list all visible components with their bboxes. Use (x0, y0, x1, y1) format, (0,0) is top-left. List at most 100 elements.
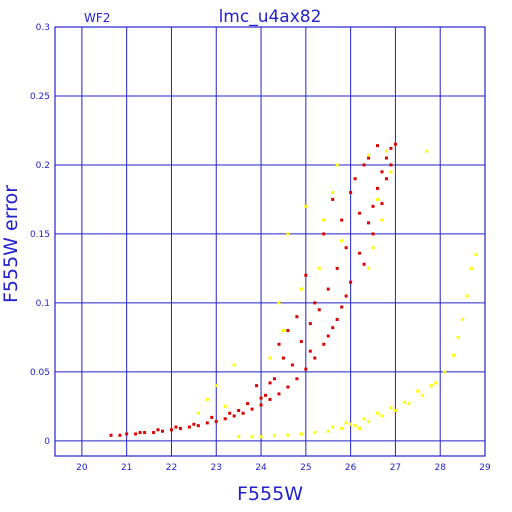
data-point-series-2 (250, 435, 254, 439)
data-point-series-2 (367, 153, 371, 157)
data-point-series-2 (286, 232, 290, 236)
data-point-series-2 (420, 393, 424, 397)
data-point-series-2 (465, 294, 469, 298)
data-point-series-2 (353, 424, 357, 428)
data-point-series-1 (384, 156, 388, 160)
data-point-series-1 (344, 294, 348, 298)
data-point-series-1 (367, 156, 371, 160)
data-point-series-2 (344, 421, 348, 425)
data-point-series-1 (237, 408, 241, 412)
data-point-series-1 (187, 425, 191, 429)
data-point-series-2 (277, 301, 281, 305)
data-point-series-1 (152, 431, 156, 435)
data-point-series-1 (393, 142, 397, 146)
data-point-series-2 (474, 253, 478, 257)
data-point-series-1 (264, 393, 268, 397)
data-point-series-2 (425, 149, 429, 153)
data-point-series-1 (362, 163, 366, 167)
x-tick-label: 23 (211, 463, 222, 473)
data-point-series-1 (138, 431, 142, 435)
data-point-series-1 (384, 177, 388, 181)
data-point-series-2 (259, 435, 263, 439)
y-tick-label: 0.1 (36, 299, 50, 309)
data-point-series-1 (196, 424, 200, 428)
data-point-series-2 (272, 433, 276, 437)
data-point-series-2 (237, 435, 241, 439)
data-point-series-2 (461, 317, 465, 321)
data-point-series-1 (295, 315, 299, 319)
data-point-series-1 (371, 204, 375, 208)
data-point-series-1 (268, 397, 272, 401)
data-point-series-1 (304, 367, 308, 371)
data-point-series-1 (331, 197, 335, 201)
y-tick-label: 0.15 (30, 230, 50, 240)
x-tick-label: 29 (479, 463, 491, 473)
data-point-series-1 (232, 414, 236, 418)
data-point-series-1 (304, 273, 308, 277)
data-point-series-1 (228, 411, 232, 415)
data-point-series-2 (232, 363, 236, 367)
data-point-series-2 (340, 426, 344, 430)
data-point-series-2 (317, 266, 321, 270)
data-point-series-2 (223, 404, 227, 408)
data-point-series-1 (308, 349, 312, 353)
data-point-series-1 (295, 377, 299, 381)
data-point-series-1 (367, 221, 371, 225)
data-point-series-2 (407, 402, 411, 406)
data-point-series-1 (349, 191, 353, 195)
data-point-series-2 (380, 414, 384, 418)
data-point-series-2 (299, 287, 303, 291)
data-point-series-1 (344, 246, 348, 250)
y-tick-label: 0.3 (36, 23, 50, 33)
data-point-series-2 (429, 384, 433, 388)
y-tick-label: 0.05 (30, 368, 50, 378)
data-point-series-1 (353, 177, 357, 181)
data-point-series-1 (169, 428, 173, 432)
data-point-series-1 (241, 411, 245, 415)
data-point-series-2 (313, 431, 317, 435)
data-point-series-2 (268, 356, 272, 360)
data-point-series-1 (214, 420, 218, 424)
data-points (109, 142, 478, 439)
x-tick-label: 28 (434, 463, 446, 473)
data-point-series-2 (380, 218, 384, 222)
data-point-series-1 (134, 432, 138, 436)
data-point-series-1 (340, 218, 344, 222)
chip-label: WF2 (84, 11, 110, 25)
data-point-series-2 (281, 328, 285, 332)
data-point-series-1 (331, 326, 335, 330)
data-point-series-2 (376, 411, 379, 415)
data-point-series-1 (340, 305, 344, 309)
y-tick-label: 0.25 (30, 92, 50, 102)
data-point-series-1 (259, 403, 263, 407)
data-point-series-2 (367, 420, 371, 424)
data-point-series-2 (214, 384, 218, 388)
data-point-series-2 (340, 239, 344, 243)
data-point-series-1 (246, 402, 250, 406)
data-point-series-2 (389, 406, 393, 410)
x-tick-label: 21 (121, 463, 132, 473)
data-point-series-2 (331, 191, 335, 195)
data-point-series-1 (389, 146, 393, 150)
data-point-series-1 (210, 415, 214, 419)
data-point-series-2 (362, 417, 366, 421)
data-point-series-2 (205, 397, 209, 401)
y-tick-label: 0.2 (36, 161, 50, 171)
data-point-series-1 (326, 334, 330, 338)
x-tick-label: 25 (300, 463, 311, 473)
data-point-series-1 (313, 356, 317, 360)
data-point-series-2 (331, 425, 335, 429)
data-point-series-2 (393, 408, 397, 412)
data-point-series-2 (322, 218, 326, 222)
x-tick-label: 26 (345, 463, 357, 473)
x-tick-label: 22 (166, 463, 177, 473)
data-point-series-2 (326, 429, 330, 433)
data-point-series-1 (174, 425, 178, 429)
data-point-series-2 (299, 432, 303, 436)
data-point-series-1 (358, 211, 362, 215)
data-point-series-1 (268, 381, 272, 385)
data-point-series-1 (380, 170, 384, 174)
data-point-series-2 (384, 149, 388, 153)
data-point-series-1 (143, 431, 147, 435)
tick-labels: 20 21 22 23 24 25 26 27 28 29 0 0.05 0.1 0.15 0.2 0.25 0… (30, 23, 491, 473)
